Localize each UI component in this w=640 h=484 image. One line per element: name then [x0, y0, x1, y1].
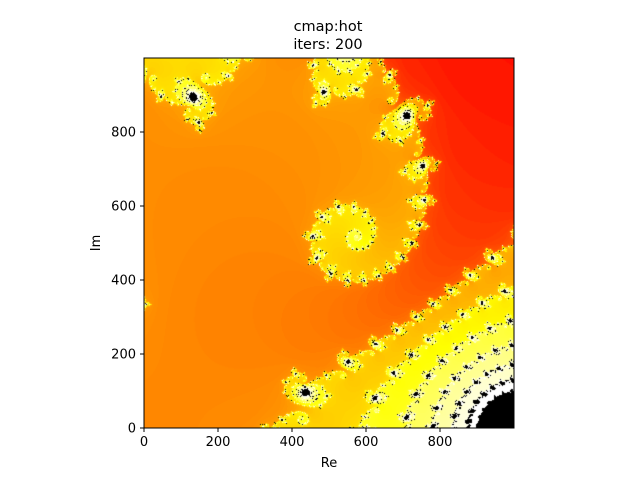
- x-tick-label: 600: [354, 435, 379, 450]
- y-tick-label: 400: [111, 274, 136, 289]
- x-axis-label: Re: [321, 456, 337, 471]
- y-tick-label: 0: [128, 422, 136, 437]
- y-tick-label: 800: [111, 126, 136, 141]
- y-tick-label: 200: [111, 348, 136, 363]
- x-tick-label: 400: [280, 435, 305, 450]
- y-axis-ticks: 0 200 400 600 800: [111, 126, 144, 437]
- plot-area: [144, 58, 514, 428]
- chart-title-line1: cmap:hot: [294, 19, 363, 35]
- fractal-heatmap-image: [144, 58, 514, 428]
- chart-title-line2: iters: 200: [293, 37, 362, 53]
- x-tick-label: 0: [140, 435, 148, 450]
- x-tick-label: 200: [206, 435, 231, 450]
- plot-frame: [143, 57, 515, 429]
- y-tick-label: 600: [111, 200, 136, 215]
- y-axis-label: Im: [89, 235, 104, 252]
- x-axis-ticks: 0 200 400 600 800: [140, 428, 453, 450]
- x-tick-label: 800: [428, 435, 453, 450]
